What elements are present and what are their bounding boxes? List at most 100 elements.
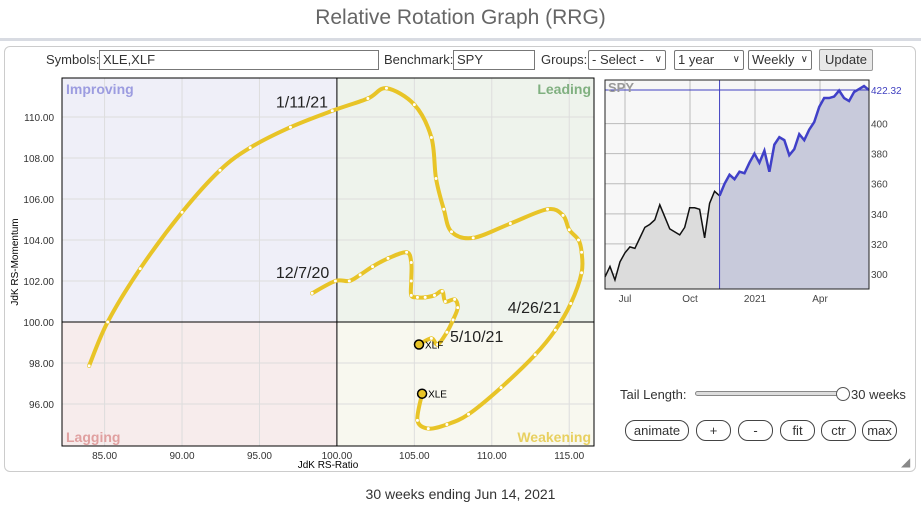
tail-line <box>310 250 460 347</box>
groups-select[interactable]: - Select - ∨ <box>588 50 666 70</box>
page-title: Relative Rotation Graph (RRG) <box>315 6 606 29</box>
tail-point <box>452 297 457 302</box>
tail-point <box>347 278 352 284</box>
groups-value: - Select - <box>592 52 645 67</box>
tail-point <box>443 299 448 304</box>
tail-point <box>449 229 454 234</box>
tail-point <box>404 250 409 255</box>
tail-point <box>545 207 550 212</box>
head-point <box>416 388 428 399</box>
tail-length-label: Tail Length: <box>620 387 687 402</box>
tail-point <box>358 272 363 277</box>
tail-point <box>471 235 476 241</box>
chevron-down-icon: ∨ <box>654 54 662 65</box>
zoom-in-button[interactable]: + <box>696 420 731 441</box>
tail-point <box>440 289 445 294</box>
chevron-down-icon: ∨ <box>800 54 808 65</box>
tail-xlf: XLF <box>310 250 460 352</box>
tail-point <box>432 293 437 298</box>
tail-point <box>444 422 449 427</box>
tail-point <box>553 328 558 333</box>
period-value: 1 year <box>678 52 715 67</box>
y-tick-label: 104.00 <box>23 236 54 247</box>
tail-point <box>426 426 431 431</box>
fit-button[interactable]: fit <box>780 420 815 441</box>
tail-length-value: 30 weeks <box>851 387 906 402</box>
benchmark-label: Benchmark: <box>384 52 454 67</box>
tail-point <box>415 418 420 423</box>
animate-button[interactable]: animate <box>625 420 689 441</box>
lagging-quadrant <box>62 321 337 446</box>
groups-label: Groups: <box>541 52 588 67</box>
tail-point <box>567 227 572 232</box>
x-tick-label: 95.00 <box>247 451 272 462</box>
chevron-down-icon: ∨ <box>732 54 740 65</box>
tail-point <box>415 295 420 300</box>
tail-point <box>288 125 293 130</box>
spy-y-tick-label: 340 <box>871 210 888 221</box>
tail-point <box>370 264 375 269</box>
spy-y-tick-label: 360 <box>871 180 888 191</box>
tail-point <box>409 260 414 265</box>
tail-point <box>576 237 581 243</box>
tail-point <box>441 207 446 212</box>
tail-point <box>310 291 315 296</box>
symbol-label: XLF <box>425 341 443 352</box>
tail-point <box>105 319 110 325</box>
tail-point <box>579 250 584 255</box>
y-tick-label: 98.00 <box>29 359 54 370</box>
tail-point <box>579 270 584 275</box>
tail-point <box>560 213 566 218</box>
tail-point <box>385 256 391 261</box>
spy-chart-frame <box>604 79 870 290</box>
tail-point <box>365 96 370 101</box>
tail-length-handle[interactable] <box>836 387 850 401</box>
date-annotation: 4/26/21 <box>508 300 561 317</box>
tail-length-slider[interactable] <box>695 391 843 396</box>
lagging-label: Lagging <box>66 429 120 445</box>
date-annotation: 1/11/21 <box>276 95 328 112</box>
tail-point <box>412 102 417 107</box>
tail-point <box>423 295 428 300</box>
x-tick-label: 100.00 <box>322 451 353 462</box>
date-annotation: 5/10/21 <box>450 329 503 346</box>
tail-point <box>179 210 185 215</box>
tail-point <box>498 385 504 390</box>
tail-point <box>409 278 414 284</box>
symbols-input[interactable]: XLE,XLF <box>99 50 379 70</box>
spy-x-tick-label: Apr <box>812 294 828 305</box>
tail-point <box>429 135 434 140</box>
tail-point <box>384 86 389 91</box>
plot-frame <box>61 77 595 447</box>
tail-point <box>409 293 414 298</box>
spy-line-history <box>604 189 721 283</box>
tail-point <box>450 317 456 323</box>
max-button[interactable]: max <box>862 420 897 441</box>
y-axis-label: JdK RS-Momentum <box>10 218 21 305</box>
spy-area-history <box>605 191 720 289</box>
tail-point <box>87 363 92 368</box>
update-button[interactable]: Update <box>819 49 873 71</box>
x-tick-label: 105.00 <box>399 451 430 462</box>
resize-grip-icon[interactable]: ◢ <box>901 455 911 469</box>
tail-point <box>333 278 338 284</box>
spy-x-tick-label: Oct <box>682 294 698 305</box>
date-annotation: 12/7/20 <box>276 265 329 282</box>
zoom-out-button[interactable]: - <box>738 420 773 441</box>
tail-point <box>455 305 460 310</box>
benchmark-input[interactable]: SPY <box>453 50 535 70</box>
tail-point <box>508 221 513 226</box>
spy-y-tick-label: 380 <box>871 150 888 161</box>
spy-x-tick-label: 2021 <box>744 294 767 305</box>
head-point <box>413 339 425 350</box>
spy-y-tick-label: 320 <box>871 240 888 251</box>
leading-quadrant <box>336 78 594 322</box>
center-button[interactable]: ctr <box>821 420 856 441</box>
tail-point <box>330 108 335 113</box>
frequency-select[interactable]: Weekly ∨ <box>748 50 812 70</box>
period-select[interactable]: 1 year ∨ <box>674 50 744 70</box>
title-divider <box>0 38 921 41</box>
x-tick-label: 85.00 <box>92 451 117 462</box>
y-tick-label: 110.00 <box>24 113 54 124</box>
